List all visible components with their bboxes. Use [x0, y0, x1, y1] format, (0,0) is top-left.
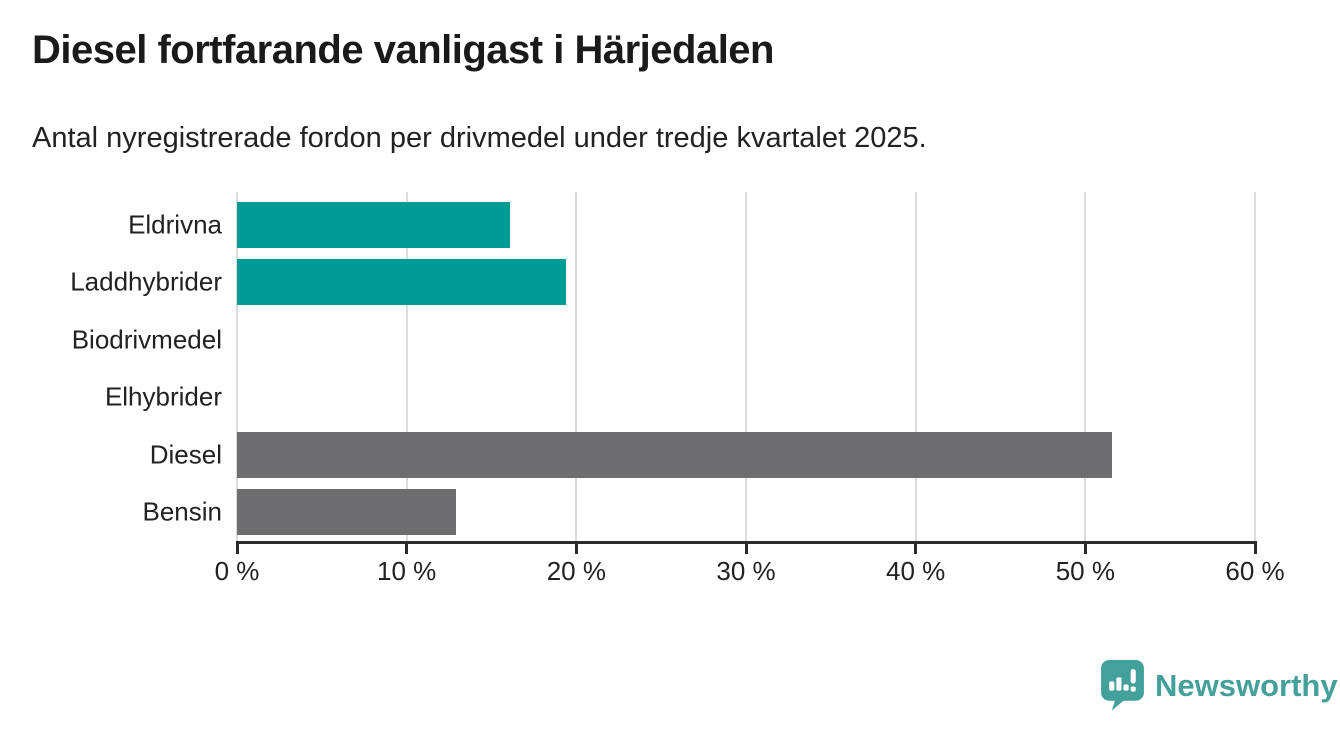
category-label: Biodrivmedel [71, 324, 222, 355]
newsworthy-logo-text: Newsworthy [1155, 667, 1338, 703]
gridline [575, 192, 578, 541]
chart-row: Diesel [150, 426, 1255, 484]
newsworthy-logo: Newsworthy [1100, 660, 1338, 711]
bar [237, 489, 456, 536]
gridline [405, 192, 408, 541]
chart-row: Bensin [143, 484, 1255, 542]
x-axis-tick-label: 50 % [1055, 556, 1115, 586]
category-label: Eldrivna [128, 209, 222, 240]
x-axis-tick [405, 541, 409, 554]
chart-row: Biodrivmedel [72, 311, 1255, 369]
gridline [236, 192, 238, 541]
x-axis-tick [744, 541, 748, 554]
x-axis-tick [914, 541, 918, 554]
x-axis-tick-label: 60 % [1225, 556, 1285, 586]
chart-row: Laddhybrider [70, 254, 1255, 312]
x-axis-tick-label: 30 % [716, 556, 776, 586]
chart-row: Elhybrider [105, 369, 1255, 427]
bar [237, 201, 511, 248]
x-axis-tick [1083, 541, 1087, 554]
gridline [745, 192, 747, 541]
chart-subtitle: Antal nyregistrerade fordon per drivmede… [32, 122, 927, 154]
bar [237, 431, 1113, 478]
x-axis-tick [1253, 541, 1257, 554]
gridline [1084, 192, 1087, 541]
chart-row: Eldrivna [128, 196, 1255, 254]
plot-area: Eldrivna Laddhybrider Biodrivmedel Elhyb… [70, 192, 1256, 542]
x-axis-tick-label: 40 % [886, 556, 946, 586]
x-axis-tick-label: 20 % [546, 556, 606, 586]
chart-title: Diesel fortfarande vanligast i Härjedale… [32, 28, 774, 72]
x-axis-tick-label: 0 % [214, 556, 260, 586]
gridline [1254, 192, 1256, 541]
x-axis-tick [574, 541, 578, 554]
newsworthy-logo-icon [1101, 660, 1144, 711]
x-axis-tick [235, 541, 239, 554]
bar [237, 259, 567, 306]
category-label: Laddhybrider [70, 266, 222, 297]
category-label: Diesel [149, 439, 222, 470]
gridline [914, 192, 917, 541]
x-axis-tick-label: 10 % [377, 556, 437, 586]
category-label: Bensin [142, 496, 223, 527]
category-label: Elhybrider [104, 381, 222, 412]
